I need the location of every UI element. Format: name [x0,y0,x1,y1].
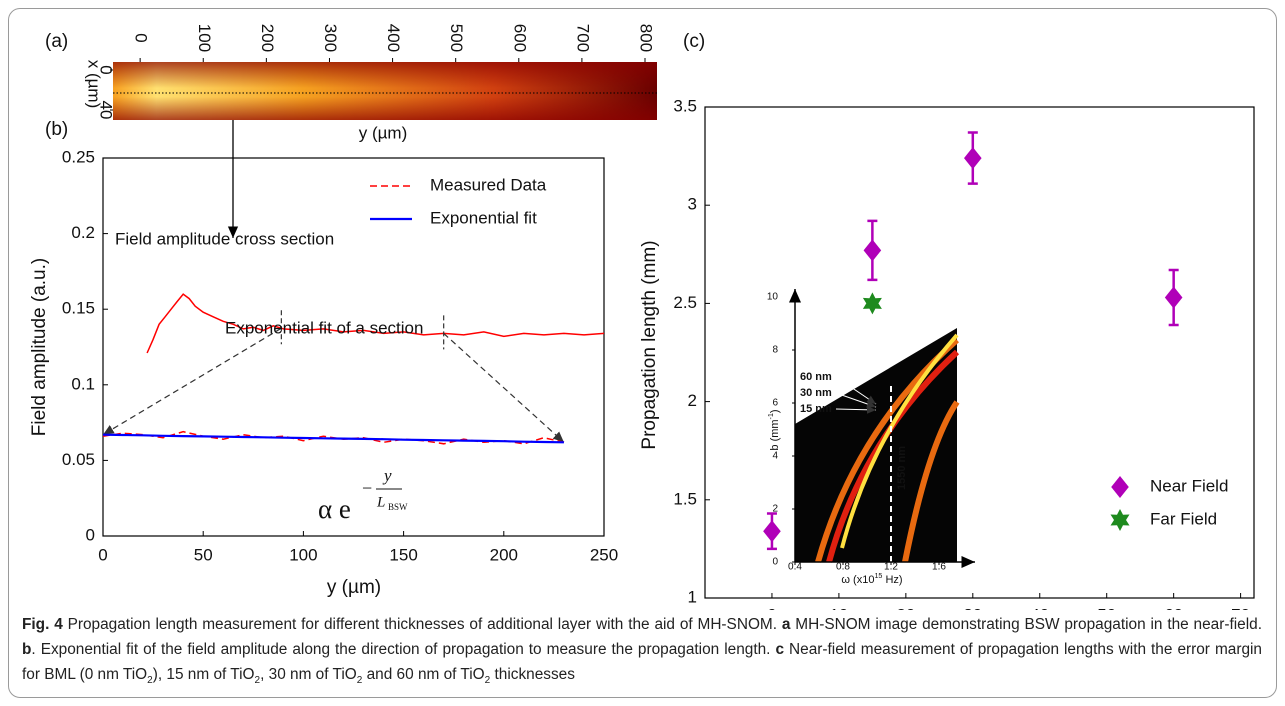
section-arrow [444,333,564,442]
caption-normal: . Exponential fit of the field amplitude… [31,641,775,658]
panel-label: (a) [45,31,68,52]
inset-label: 30 nm [800,387,832,399]
panel-label: (b) [45,119,68,140]
y-tick-label: 3 [688,195,697,214]
y-tick-label: 2 [688,391,697,410]
x-tick-label: 50 [194,545,213,564]
x-axis-label: y (µm) [327,577,381,598]
x-tick-label: 700 [573,24,592,52]
x-tick-label: 60 [1164,605,1183,610]
inset-x-tick-label: 0.8 [836,562,850,573]
caption-bold: b [22,641,31,658]
caption-normal: thicknesses [490,666,575,683]
x-tick-label: 30 [963,605,982,610]
caption-normal: MH-SNOM image demonstrating BSW propagat… [790,616,1262,633]
panel-label: (c) [683,31,705,52]
label-part: 15 [874,572,882,580]
y-tick-label: 1.5 [673,489,697,508]
y-tick-label: 2.5 [673,293,697,312]
x-tick-label: 600 [510,24,529,52]
x-tick-label: 300 [321,24,340,52]
legend-marker [1111,476,1129,498]
inset-x-tick-label: 0.4 [788,562,802,573]
x-tick-label: 100 [195,24,214,52]
x-tick-label: 70 [1231,605,1250,610]
formula-sign: − [362,478,372,498]
x-tick-label: 200 [490,545,518,564]
wavelength-label: 1550 nm [896,446,908,490]
inset-y-tick-label: 4 [772,451,778,462]
x-tick-label: 800 [637,24,656,52]
annotation: Exponential fit of a section [225,318,423,337]
y-tick-label: 0 [86,525,95,544]
x-tick-label: 150 [389,545,417,564]
x-tick-label: 250 [590,545,618,564]
data-point [864,239,882,261]
legend-marker [1111,509,1130,531]
x-tick-label: 0 [767,605,776,610]
x-tick-label: 20 [896,605,915,610]
x-tick-label: 40 [1030,605,1049,610]
inset-y-tick-label: 0 [772,557,778,568]
inset-label: 60 nm [800,371,832,383]
annotation: Field amplitude cross section [115,229,334,248]
page: {"chart_data": [ {"type": "heatmap", "pa… [0,0,1285,706]
x-tick-label: 0 [98,545,107,564]
y-tick-label: 0.1 [71,374,95,393]
data-point [964,147,982,169]
caption-normal: ), 15 nm of TiO [153,666,255,683]
y-tick-label: 3.5 [673,96,697,115]
legend-label: Near Field [1150,476,1228,495]
label-part: b (mm [769,419,781,450]
series-line [103,435,564,443]
figure: (a)0100200300400500600700800040y (µm)x (… [0,0,1285,610]
inset-y-tick-label: 6 [772,398,778,409]
y-tick-label: 0.15 [62,299,95,318]
section-arrow [103,328,281,434]
x-tick-label: 500 [447,24,466,52]
y-axis-label: Propagation length (mm) [639,240,660,449]
inset-x-tick-label: 1.6 [932,562,946,573]
caption-normal: Propagation length measurement for diffe… [63,616,782,633]
inset-x-tick-label: 1.2 [884,562,898,573]
y-axis-label: Field amplitude (a.u.) [29,258,50,436]
y-axis-label: x (µm) [85,60,104,109]
label-part: ) [769,409,781,413]
formula-subscript: BSW [388,502,408,512]
caption: Fig. 4 Propagation length measurement fo… [22,612,1262,693]
x-tick-label: 400 [384,24,403,52]
x-tick-label: 200 [258,24,277,52]
inset-y-tick-label: 10 [767,292,779,303]
inset-y-tick-label: 8 [772,345,778,356]
label-part: ω (x10 [841,574,874,586]
data-point [1165,287,1183,309]
formula-numerator: y [382,466,392,485]
caption-bold: Fig. 4 [22,616,63,633]
label-part: Hz) [882,574,902,586]
inset-x-label: ω (x1015 Hz) [841,572,902,586]
x-tick-label: 0 [132,33,151,42]
caption-bold: c [775,641,784,658]
legend-label: Far Field [1150,509,1217,528]
inset-label: 15 nm [800,403,832,415]
x-tick-label: 10 [829,605,848,610]
legend-label: Measured Data [430,175,547,194]
y-tick-label: 0.25 [62,147,95,166]
x-tick-label: 100 [289,545,317,564]
caption-normal: , 30 nm of TiO [260,666,357,683]
x-axis-label: y (µm) [359,123,408,142]
y-tick-label: 0.05 [62,450,95,469]
heatmap-shade [113,62,657,120]
formula-denominator: L [376,494,385,510]
y-tick-label: 0.2 [71,223,95,242]
x-tick-label: 50 [1097,605,1116,610]
caption-normal: and 60 nm of TiO [362,666,484,683]
legend-label: Exponential fit [430,208,537,227]
y-tick-label: 1 [688,587,697,606]
formula-prefix: α e [318,494,351,524]
